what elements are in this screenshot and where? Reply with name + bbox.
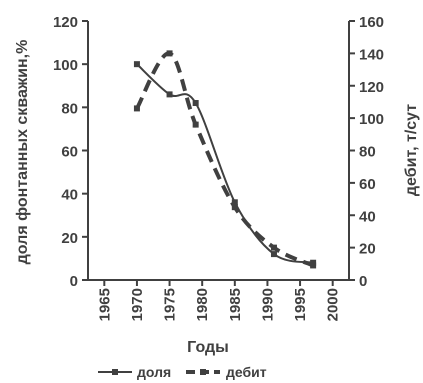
y-left-tick-label: 20 [61,230,78,247]
y-right-tick-label: 60 [359,176,376,193]
x-axis-title: Годы [187,339,229,356]
y-right-tick-label: 20 [359,241,376,258]
legend-marker-debit [200,369,206,375]
x-tick-label: 1990 [259,288,276,321]
series-line-dolya [136,63,314,264]
y-right-tick-label: 120 [359,79,384,96]
y-right-axis-title: дебит, т/сут [403,104,420,196]
plot-area: 0 20 40 60 80 100 120 0 20 40 60 80 100 120 140 160 19… [53,14,384,321]
series-layer [133,50,317,269]
data-point-dolya [231,199,238,206]
y-left-tick-label: 80 [61,100,78,117]
y-left-tick-label: 120 [53,14,78,31]
data-point-dolya [192,100,199,107]
data-point-debit [133,105,140,112]
data-point-dolya [270,251,277,258]
legend-label-debit: дебит [226,364,267,380]
data-point-dolya [133,61,140,68]
legend-marker-dolya [112,369,118,375]
x-tick-label: 2000 [325,288,342,321]
x-ticks: 1965 1970 1975 1980 1985 1990 1995 2000 [96,280,342,321]
data-point-debit [192,121,199,128]
data-point-debit [166,50,173,57]
legend-label-dolya: доля [137,364,171,380]
x-tick-label: 1985 [227,288,244,321]
legend: доля дебит [98,364,267,380]
data-point-debit [310,262,317,269]
data-point-debit [270,244,277,251]
y-left-tick-label: 40 [61,187,78,204]
series-line-debit [135,51,314,268]
y-left-axis-title: доля фонтанных скважин,% [14,40,31,265]
y-right-tick-label: 140 [359,46,384,63]
y-right-tick-label: 160 [359,14,384,31]
y-left-ticks: 0 20 40 60 80 100 120 [53,14,88,290]
y-right-tick-label: 0 [359,273,367,290]
x-tick-label: 1975 [162,288,179,321]
legend-item-debit: дебит [186,364,267,380]
y-right-tick-label: 40 [359,208,376,225]
x-tick-label: 1995 [292,288,309,321]
y-left-tick-label: 60 [61,144,78,161]
x-tick-label: 1965 [96,288,113,321]
x-tick-label: 1970 [129,288,146,321]
y-right-tick-label: 80 [359,144,376,161]
y-left-tick-label: 100 [53,57,78,74]
y-right-tick-label: 100 [359,111,384,128]
y-left-tick-label: 0 [70,273,78,290]
data-point-debit [231,204,238,211]
data-point-dolya [166,91,173,98]
x-tick-label: 1980 [194,288,211,321]
y-right-ticks: 0 20 40 60 80 100 120 140 160 [349,14,384,290]
legend-item-dolya: доля [98,364,171,380]
